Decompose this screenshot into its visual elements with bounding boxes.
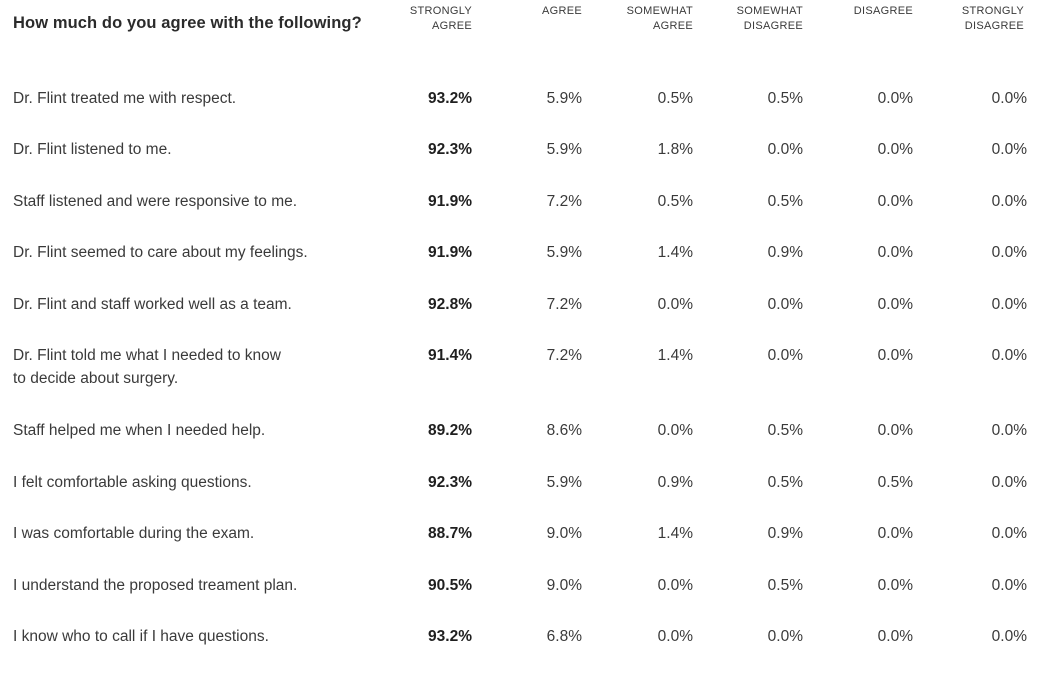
cell-somewhat-disagree: 0.5% (767, 474, 803, 491)
cell-disagree: 0.0% (877, 244, 913, 261)
cell-strongly-agree: 93.2% (428, 90, 472, 107)
table-header: How much do you agree with the following… (0, 0, 1063, 40)
statement-label: Dr. Flint treated me with respect. (13, 90, 237, 107)
cell-strongly-disagree: 0.0% (991, 577, 1027, 594)
cell-somewhat-disagree: 0.5% (767, 577, 803, 594)
cell-strongly-disagree: 0.0% (991, 525, 1027, 542)
cell-somewhat-agree: 1.4% (657, 525, 693, 542)
cell-agree: 6.8% (546, 628, 582, 645)
cell-strongly-agree: 92.3% (428, 141, 472, 158)
statement-label: Staff helped me when I needed help. (13, 422, 266, 439)
cell-disagree: 0.5% (877, 474, 913, 491)
cell-strongly-agree: 92.8% (428, 296, 472, 313)
cell-strongly-agree: 88.7% (428, 525, 472, 542)
cell-strongly-agree: 89.2% (428, 422, 472, 439)
cell-disagree: 0.0% (877, 628, 913, 645)
column-header-agree: AGREE (541, 5, 582, 17)
statement-label: I know who to call if I have questions. (13, 628, 269, 645)
cell-somewhat-agree: 0.5% (657, 90, 693, 107)
cell-agree: 9.0% (546, 525, 582, 542)
cell-strongly-agree: 91.9% (428, 244, 472, 261)
cell-disagree: 0.0% (877, 422, 913, 439)
cell-strongly-disagree: 0.0% (991, 244, 1027, 261)
cell-disagree: 0.0% (877, 347, 913, 364)
statement-label: I felt comfortable asking questions. (13, 474, 252, 491)
cell-somewhat-agree: 0.0% (657, 628, 693, 645)
cell-strongly-disagree: 0.0% (991, 193, 1027, 210)
cell-strongly-disagree: 0.0% (991, 474, 1027, 491)
cell-disagree: 0.0% (877, 141, 913, 158)
cell-somewhat-disagree: 0.9% (767, 525, 803, 542)
cell-strongly-disagree: 0.0% (991, 296, 1027, 313)
cell-somewhat-agree: 1.4% (657, 244, 693, 261)
cell-somewhat-agree: 1.4% (657, 347, 693, 364)
statement-label: I understand the proposed treament plan. (13, 577, 298, 594)
cell-agree: 5.9% (546, 90, 582, 107)
cell-somewhat-agree: 1.8% (657, 141, 693, 158)
cell-somewhat-agree: 0.9% (657, 474, 693, 491)
cell-somewhat-disagree: 0.9% (767, 244, 803, 261)
cell-strongly-disagree: 0.0% (991, 347, 1027, 364)
column-header-strongly-agree: STRONGLY AGREE (409, 5, 472, 32)
column-header-somewhat-disagree: SOMEWHAT DISAGREE (736, 5, 803, 32)
cell-strongly-agree: 93.2% (428, 628, 472, 645)
cell-agree: 7.2% (546, 193, 582, 210)
cell-agree: 5.9% (546, 244, 582, 261)
cell-agree: 5.9% (546, 141, 582, 158)
cell-strongly-disagree: 0.0% (991, 90, 1027, 107)
cell-somewhat-disagree: 0.5% (767, 422, 803, 439)
statement-label: Dr. Flint listened to me. (13, 141, 172, 158)
cell-agree: 8.6% (546, 422, 582, 439)
cell-somewhat-agree: 0.0% (657, 422, 693, 439)
cell-agree: 5.9% (546, 474, 582, 491)
cell-strongly-agree: 91.4% (428, 347, 472, 364)
cell-strongly-disagree: 0.0% (991, 422, 1027, 439)
cell-agree: 9.0% (546, 577, 582, 594)
cell-somewhat-disagree: 0.5% (767, 193, 803, 210)
column-header-disagree: DISAGREE (853, 5, 913, 17)
cell-somewhat-agree: 0.0% (657, 296, 693, 313)
cell-disagree: 0.0% (877, 577, 913, 594)
cell-disagree: 0.0% (877, 525, 913, 542)
cell-somewhat-disagree: 0.5% (767, 90, 803, 107)
statement-label: Dr. Flint seemed to care about my feelin… (13, 244, 308, 261)
cell-somewhat-disagree: 0.0% (767, 347, 803, 364)
cell-somewhat-agree: 0.5% (657, 193, 693, 210)
cell-somewhat-disagree: 0.0% (767, 296, 803, 313)
cell-strongly-agree: 92.3% (428, 474, 472, 491)
question-title: How much do you agree with the following… (13, 14, 362, 32)
statement-label: Dr. Flint and staff worked well as a tea… (13, 296, 292, 313)
statement-label: Dr. Flint told me what I needed to know … (13, 347, 281, 387)
column-header-somewhat-agree: SOMEWHAT AGREE (626, 5, 693, 32)
statement-label: I was comfortable during the exam. (13, 525, 255, 542)
cell-somewhat-agree: 0.0% (657, 577, 693, 594)
survey-table: How much do you agree with the following… (0, 0, 1063, 645)
cell-agree: 7.2% (546, 347, 582, 364)
cell-somewhat-disagree: 0.0% (767, 628, 803, 645)
cell-strongly-disagree: 0.0% (991, 628, 1027, 645)
cell-disagree: 0.0% (877, 296, 913, 313)
cell-strongly-agree: 90.5% (428, 577, 472, 594)
cell-disagree: 0.0% (877, 193, 913, 210)
cell-strongly-disagree: 0.0% (991, 141, 1027, 158)
column-header-strongly-disagree: STRONGLY DISAGREE (961, 5, 1024, 32)
cell-agree: 7.2% (546, 296, 582, 313)
statement-label: Staff listened and were responsive to me… (13, 193, 298, 210)
cell-disagree: 0.0% (877, 90, 913, 107)
cell-somewhat-disagree: 0.0% (767, 141, 803, 158)
cell-strongly-agree: 91.9% (428, 193, 472, 210)
